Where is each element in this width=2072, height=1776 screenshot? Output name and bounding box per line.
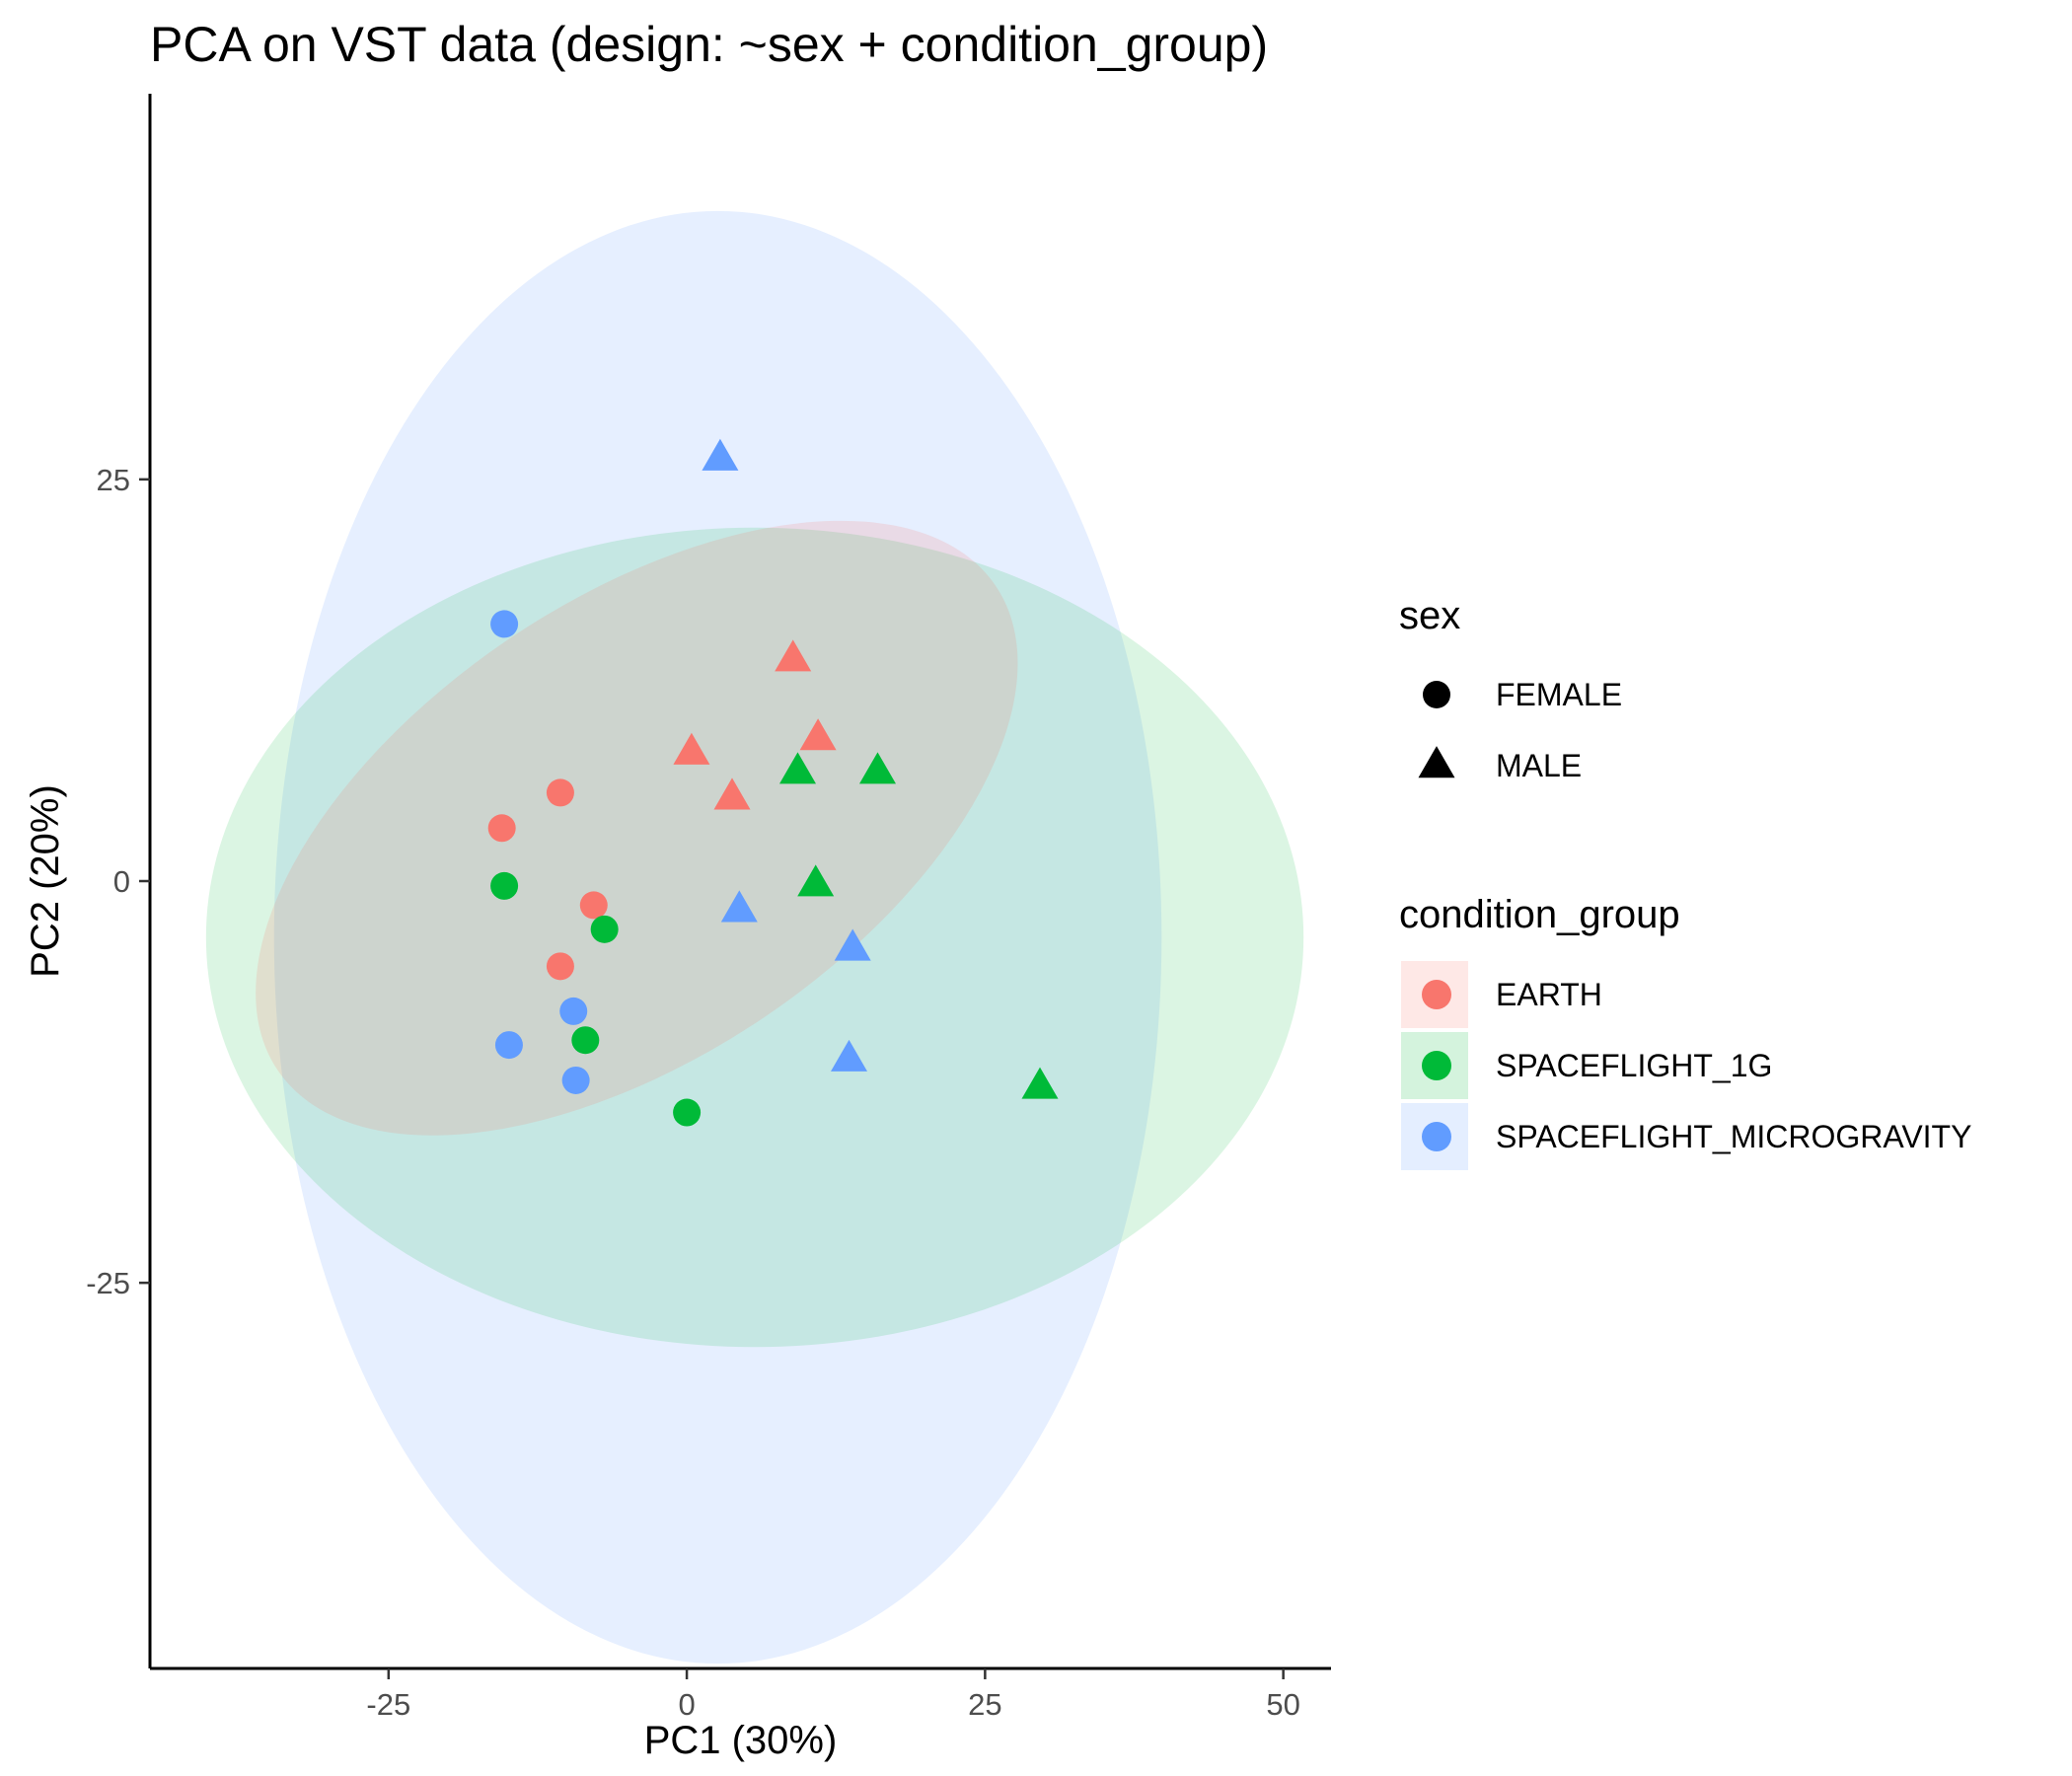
y-tick-label: 0	[113, 864, 130, 899]
point-spaceflight-microgravity-female	[561, 1066, 590, 1094]
confidence-ellipses	[205, 210, 1304, 1665]
legend-swatch-spaceflight-1g	[1422, 1051, 1451, 1080]
legend-condition-label: SPACEFLIGHT_1G	[1496, 1048, 1772, 1083]
point-spaceflight-microgravity-male	[834, 928, 871, 961]
x-tick-label: 50	[1266, 1687, 1299, 1722]
x-tick-label: 25	[968, 1687, 1001, 1722]
plot-panel	[205, 210, 1304, 1665]
point-spaceflight-1g-male	[779, 752, 816, 784]
y-tick-label: 25	[97, 463, 130, 497]
data-points	[487, 438, 1059, 1127]
legend-condition-title: condition_group	[1399, 893, 1680, 936]
point-spaceflight-1g-male	[1021, 1067, 1059, 1099]
point-spaceflight-1g-female	[490, 871, 519, 900]
legend-circle-symbol	[1423, 681, 1450, 708]
y-axis-title: PC2 (20%)	[24, 784, 67, 978]
point-earth-male	[775, 639, 812, 672]
legend-sex-entries: FEMALE MALE	[1418, 677, 1622, 783]
ellipse-spaceflight-microgravity	[273, 210, 1162, 1665]
point-earth-male	[673, 732, 710, 765]
point-spaceflight-microgravity-female	[494, 1031, 523, 1060]
legend-triangle-symbol	[1418, 746, 1455, 778]
point-spaceflight-microgravity-male	[702, 438, 739, 471]
legend-sex-label: FEMALE	[1496, 677, 1622, 712]
legend: sex FEMALE MALE condition_group EARTH SPAC…	[1399, 594, 1971, 1170]
point-spaceflight-1g-female	[673, 1098, 702, 1127]
point-spaceflight-microgravity-male	[720, 890, 758, 923]
point-spaceflight-1g-male	[797, 864, 835, 897]
point-earth-female	[546, 778, 574, 807]
legend-condition-label: EARTH	[1496, 977, 1602, 1012]
ellipse-spaceflight-1g	[205, 527, 1304, 1348]
point-spaceflight-microgravity-female	[490, 610, 519, 638]
ellipse-earth	[256, 520, 1018, 1136]
x-tick-label: -25	[366, 1687, 410, 1722]
point-spaceflight-microgravity-female	[559, 997, 588, 1025]
chart-title: PCA on VST data (design: ~sex + conditio…	[150, 17, 1268, 72]
y-tick-label: -25	[86, 1266, 130, 1300]
legend-condition-label: SPACEFLIGHT_MICROGRAVITY	[1496, 1119, 1971, 1154]
point-earth-male	[713, 777, 751, 810]
point-earth-female	[546, 952, 574, 981]
y-axis-ticks: -25 0 25	[86, 463, 150, 1300]
legend-sex-label: MALE	[1496, 748, 1582, 783]
x-axis-ticks: -25 0 25 50	[366, 1668, 1300, 1722]
x-axis-title: PC1 (30%)	[644, 1719, 838, 1762]
point-spaceflight-1g-female	[590, 915, 619, 943]
axes: -25 0 25 50 -25 0 25	[86, 94, 1331, 1722]
x-tick-label: 0	[678, 1687, 695, 1722]
legend-swatch-earth	[1422, 980, 1451, 1009]
legend-swatch-spaceflight-microgravity	[1422, 1122, 1451, 1151]
point-earth-female	[579, 891, 608, 920]
point-spaceflight-1g-female	[571, 1026, 600, 1055]
point-earth-female	[487, 814, 516, 843]
point-spaceflight-microgravity-male	[831, 1039, 867, 1072]
point-earth-male	[799, 718, 837, 751]
point-spaceflight-1g-male	[859, 752, 896, 784]
legend-sex-title: sex	[1399, 594, 1460, 637]
legend-condition-entries: EARTH SPACEFLIGHT_1G SPACEFLIGHT_MICROGRAV…	[1401, 961, 1971, 1170]
